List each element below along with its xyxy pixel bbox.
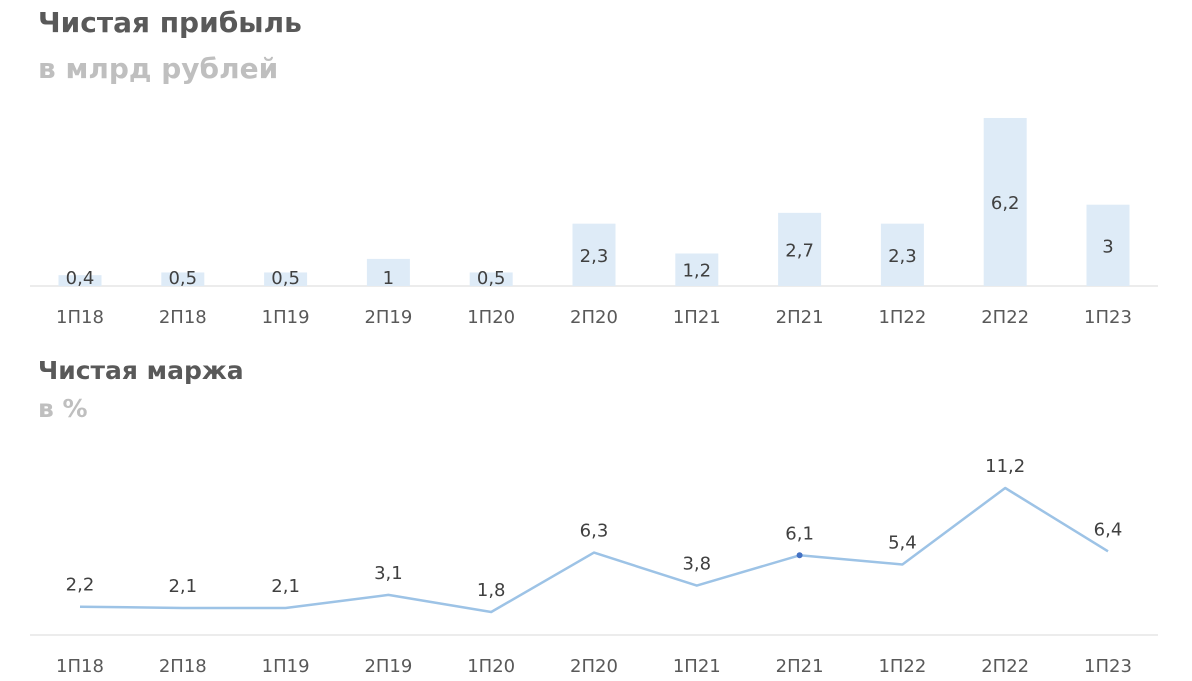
bar-value-label: 3 [1102,236,1113,257]
line-x-tick-label: 1П19 [262,656,310,677]
bar-x-tick-label: 2П20 [570,307,618,328]
bar-1П22 [880,223,924,286]
bar-value-label: 6,2 [991,193,1020,214]
bar-value-label: 0,5 [168,268,197,289]
bar-x-tick-label: 1П18 [56,307,104,328]
line-value-label: 3,8 [682,554,711,575]
line-value-label: 3,1 [374,563,403,584]
bar-1П23 [1086,204,1130,286]
margin-series-line [79,486,1109,614]
bar-value-label: 2,3 [580,246,609,267]
line-x-tick-label: 1П20 [467,656,515,677]
line-value-label: 2,1 [168,576,197,597]
chart-2-subtitle: в % [38,394,88,423]
bar-value-label: 0,5 [271,268,300,289]
line-x-tick-label: 2П18 [159,656,207,677]
bar-x-tick-label: 2П22 [981,307,1029,328]
line-x-tick-label: 2П20 [570,656,618,677]
line-value-label: 1,8 [477,580,506,601]
bar-x-tick-label: 1П19 [262,307,310,328]
bar-1П20 [469,272,513,286]
line-x-tick-label: 2П21 [776,656,824,677]
bar-2П21 [778,212,822,286]
bar-value-label: 2,3 [888,246,917,267]
bar-x-tick-label: 1П23 [1084,307,1132,328]
line-value-label: 2,2 [66,575,95,596]
bar-1П21 [675,253,719,286]
bar-value-label: 0,4 [66,268,95,289]
line-x-tick-label: 1П21 [673,656,721,677]
bar-x-tick-label: 1П20 [467,307,515,328]
bar-value-label: 1,2 [682,261,711,282]
line-value-label: 11,2 [985,456,1025,477]
bar-2П19 [366,258,410,286]
line-x-tick-label: 1П18 [56,656,104,677]
bar-value-label: 1 [383,268,394,289]
bar-1П18 [58,275,102,286]
bar-value-label: 0,5 [477,268,506,289]
bar-2П20 [572,223,616,286]
line-x-tick-label: 1П22 [878,656,926,677]
bar-x-tick-label: 2П18 [159,307,207,328]
bar-1П19 [264,272,308,286]
line-point-marker [796,552,803,559]
line-x-tick-label: 2П19 [364,656,412,677]
line-x-tick-label: 2П22 [981,656,1029,677]
bar-2П18 [161,272,205,286]
line-value-label: 5,4 [888,533,917,554]
chart-1-subtitle: в млрд рублей [38,52,279,85]
line-x-tick-label: 1П23 [1084,656,1132,677]
bar-x-tick-label: 1П21 [673,307,721,328]
chart-2-title: Чистая маржа [38,356,244,385]
bar-x-tick-label: 2П21 [776,307,824,328]
bar-x-tick-label: 2П19 [364,307,412,328]
chart-1-title: Чистая прибыль [38,6,302,39]
line-value-label: 6,3 [580,521,609,542]
line-value-label: 2,1 [271,576,300,597]
line-value-label: 6,1 [785,523,814,544]
bar-value-label: 2,7 [785,240,814,261]
bar-x-tick-label: 1П22 [878,307,926,328]
line-value-label: 6,4 [1094,519,1123,540]
bar-2П22 [983,117,1027,286]
